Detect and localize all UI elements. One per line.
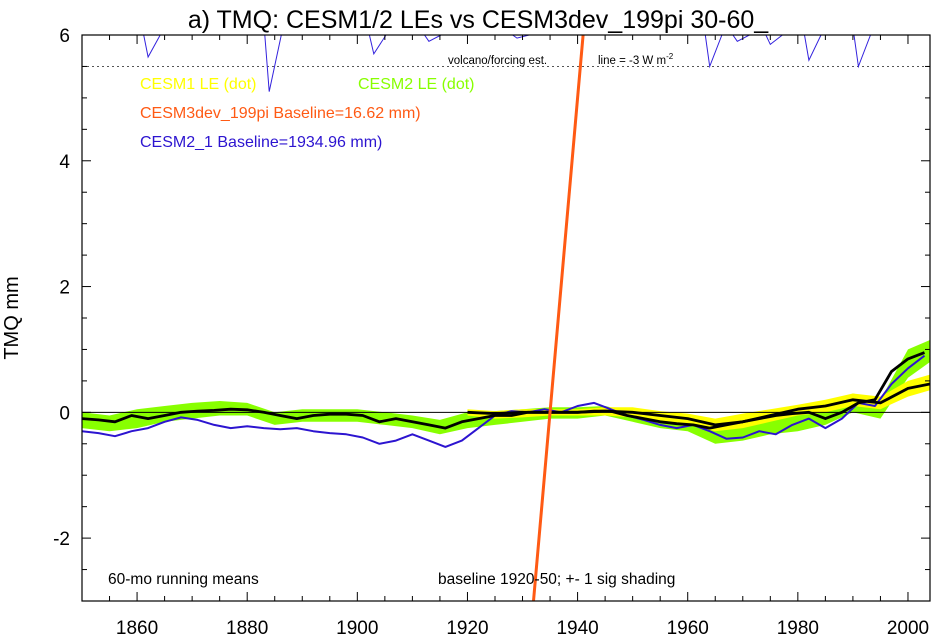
volcano-forcing-line [82, 35, 930, 92]
forcing-line-text: line = -3 W m [598, 55, 666, 67]
x-axis: 1860 1880 1900 1920 1940 1960 1980 2000 [81, 35, 929, 639]
x-tick-label: 2000 [887, 618, 929, 639]
y-axis: -2 0 2 4 6 [53, 26, 930, 602]
legend-cesm3dev: CESM3dev_199pi Baseline=16.62 mm) [140, 105, 421, 122]
forcing-line-sup: -2 [666, 52, 674, 61]
baseline-note: baseline 1920-50; +- 1 sig shading [438, 571, 675, 588]
y-axis-label: TMQ mm [1, 276, 23, 359]
x-tick-label: 1960 [667, 618, 709, 639]
line-cesm2-1 [82, 354, 926, 448]
volcano-forcing [82, 35, 930, 92]
chart-title: a) TMQ: CESM1/2 LEs vs CESM3dev_199pi 30… [188, 6, 769, 34]
y-tick-label: 0 [59, 403, 70, 424]
x-tick-label: 1920 [446, 618, 488, 639]
volcano-label: volcano/forcing est. [448, 55, 547, 67]
line-cesm1-mean [467, 382, 930, 427]
series-lines [82, 35, 930, 601]
shading-bands [82, 340, 930, 444]
x-tick-label: 1980 [777, 618, 819, 639]
legend-cesm2-le: CESM2 LE (dot) [358, 76, 474, 93]
legend: CESM1 LE (dot) CESM2 LE (dot) CESM3dev_1… [140, 76, 474, 151]
x-tick-label: 1900 [336, 618, 378, 639]
legend-cesm2-1: CESM2_1 Baseline=1934.96 mm) [140, 134, 382, 151]
y-tick-label: 4 [59, 152, 70, 173]
running-means-note: 60-mo running means [108, 571, 259, 588]
x-tick-label: 1940 [556, 618, 598, 639]
line-cesm3dev-199pi [532, 35, 585, 601]
line-ensemble-mean [82, 351, 925, 430]
y-tick-label: -2 [53, 529, 70, 550]
forcing-line-label: line = -3 W m-2 [598, 52, 674, 67]
y-tick-label: 2 [59, 278, 70, 299]
x-tick-label: 1860 [116, 618, 158, 639]
y-tick-label: 6 [59, 26, 70, 47]
band-cesm2-le-dot- [82, 340, 930, 444]
x-tick-label: 1880 [226, 618, 268, 639]
legend-cesm1-le: CESM1 LE (dot) [140, 76, 256, 93]
